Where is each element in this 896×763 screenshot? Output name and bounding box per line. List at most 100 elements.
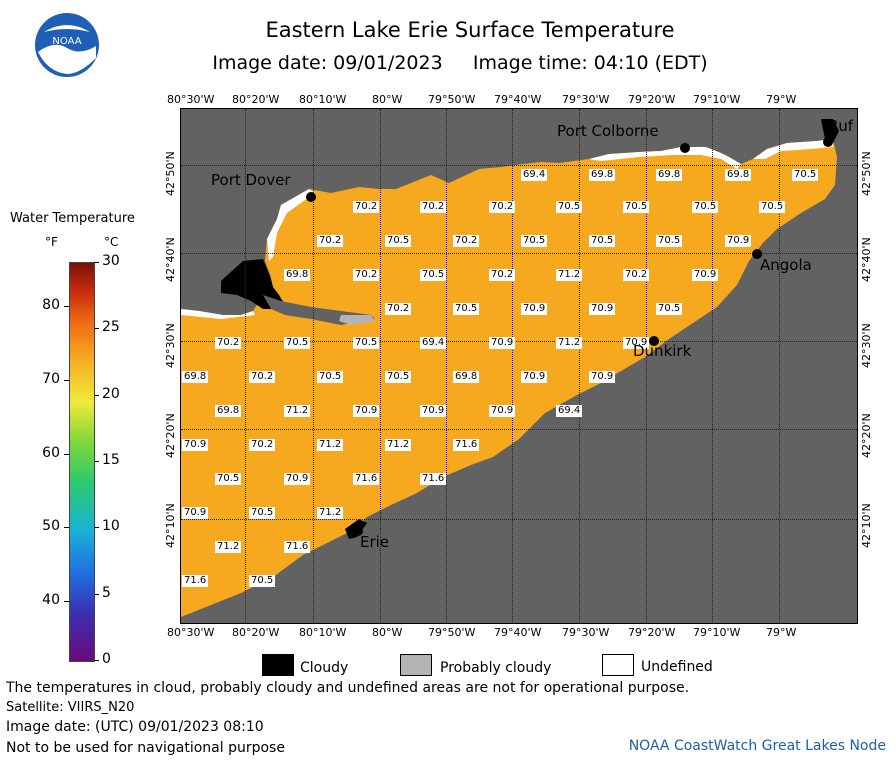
color-bar-tick-f: 50: [42, 518, 60, 535]
temperature-label: 70.2: [317, 235, 344, 247]
temperature-label: 70.2: [353, 269, 380, 281]
city-marker-port-colborne: [680, 143, 690, 153]
temperature-label: 71.6: [353, 473, 380, 485]
undefined-area: [181, 309, 255, 319]
lon-label-top: 79°W: [766, 93, 797, 106]
temperature-label: 70.5: [249, 507, 276, 519]
temperature-label: 70.5: [420, 269, 447, 281]
color-bar-tick-mark: [64, 379, 69, 381]
temperature-label: 71.6: [284, 541, 311, 553]
temperature-label: 70.2: [385, 303, 412, 315]
color-bar-tick-mark: [64, 453, 69, 455]
grid-lines: [181, 109, 857, 623]
city-label-angola: Angola: [760, 256, 812, 274]
color-bar-tick-mark: [64, 601, 69, 603]
color-bar-tick-c: 15: [102, 452, 120, 468]
lat-label-left: 42°50'N: [164, 151, 177, 196]
lat-label-right: 42°10'N: [860, 503, 873, 548]
lon-label-top: 79°40'W: [494, 93, 542, 106]
temperature-label: 70.5: [656, 303, 683, 315]
temperature-label: 71.2: [317, 507, 344, 519]
temperature-label: 70.9: [284, 473, 311, 485]
temperature-label: 70.5: [353, 337, 380, 349]
cloud-area: [221, 259, 285, 309]
temperature-label: 70.2: [249, 439, 276, 451]
key-probably-cloudy-swatch: [400, 654, 432, 676]
temperature-label: 71.2: [284, 405, 311, 417]
lon-label-bottom: 79°30'W: [562, 626, 610, 639]
lon-label-bottom: 79°10'W: [693, 626, 741, 639]
undefined-area: [753, 139, 833, 159]
color-bar-tick-f: 80: [42, 297, 60, 314]
temperature-label: 70.9: [692, 269, 719, 281]
lon-label-bottom: 79°20'W: [628, 626, 676, 639]
color-bar-tick-mark: [94, 394, 99, 396]
color-bar-tick-mark: [94, 262, 99, 263]
key-undefined-label: Undefined: [641, 659, 713, 675]
grid-parallel: [181, 165, 857, 166]
credit-text: NOAA CoastWatch Great Lakes Node: [628, 738, 886, 754]
lake-water: [181, 139, 837, 617]
grid-parallel: [181, 519, 857, 520]
grid-meridian: [779, 109, 780, 623]
temperature-label: 71.6: [453, 439, 480, 451]
temperature-label: 69.8: [284, 269, 311, 281]
temperature-label: 70.9: [521, 371, 548, 383]
grid-meridian: [245, 109, 246, 623]
lat-label-left: 42°40'N: [164, 237, 177, 282]
map-title: Eastern Lake Erie Surface Temperature: [265, 18, 675, 42]
key-undefined-swatch: [602, 654, 634, 676]
temperature-label: 70.5: [692, 201, 719, 213]
map-subtitle: Image date: 09/01/2023 Image time: 04:10…: [212, 52, 708, 74]
utc-date-note: Image date: (UTC) 09/01/2023 08:10: [6, 719, 264, 735]
temperature-label: 70.5: [623, 201, 650, 213]
lon-label-bottom: 80°W: [372, 626, 403, 639]
lat-label-right: 42°50'N: [860, 151, 873, 196]
color-bar-tick-c: 30: [102, 253, 120, 269]
color-bar-tick-c: 20: [102, 385, 120, 402]
grid-parallel: [181, 341, 857, 342]
noaa-logo: NOAA: [34, 12, 100, 78]
lon-label-top: 80°20'W: [232, 93, 280, 106]
color-bar-tick-c: 5: [102, 584, 111, 601]
lat-label-left: 42°30'N: [164, 323, 177, 368]
lon-label-top: 80°10'W: [299, 93, 347, 106]
temperature-label: 69.8: [215, 405, 242, 417]
lon-label-top: 80°30'W: [167, 93, 215, 106]
temperature-label: 69.8: [182, 371, 209, 383]
temperature-label: 69.4: [521, 169, 548, 181]
disclaimer-note: The temperatures in cloud, probably clou…: [6, 680, 690, 696]
city-marker-dunkirk: [649, 336, 659, 346]
grid-meridian: [646, 109, 647, 623]
lat-label-right: 42°40'N: [860, 237, 873, 282]
temperature-label: 70.2: [623, 269, 650, 281]
temperature-label: 69.4: [556, 405, 583, 417]
lon-label-top: 79°50'W: [428, 93, 476, 106]
temperature-label: 69.8: [656, 169, 683, 181]
temperature-label: 70.5: [656, 235, 683, 247]
temperature-label: 70.9: [725, 235, 752, 247]
color-bar-tick-f: 60: [42, 444, 60, 461]
temperature-labels: 69.4 69.8 69.8 69.8 70.5 70.2 70.2 70.2 70.5 70.5…: [181, 109, 857, 623]
temperature-label: 70.5: [249, 575, 276, 587]
lon-label-bottom: 79°W: [766, 626, 797, 639]
temperature-label: 70.9: [182, 439, 209, 451]
temperature-map: 69.4 69.8 69.8 69.8 70.5 70.2 70.2 70.2 70.5 70.5…: [180, 108, 858, 624]
grid-parallel: [181, 429, 857, 430]
logo-text: NOAA: [52, 36, 81, 47]
color-bar-tick-f: 40: [42, 592, 60, 609]
grid-meridian: [712, 109, 713, 623]
color-bar-tick-f: 70: [42, 370, 60, 387]
color-bar-tick-mark: [64, 527, 69, 529]
temperature-label: 69.4: [420, 337, 447, 349]
city-label-port-colborne: Port Colborne: [557, 122, 659, 140]
key-cloudy-swatch: [262, 654, 294, 676]
lat-label-left: 42°10'N: [164, 503, 177, 548]
color-bar: [69, 262, 95, 662]
temperature-label: 69.8: [725, 169, 752, 181]
temperature-label: 70.5: [453, 303, 480, 315]
lon-label-top: 80°W: [372, 93, 403, 106]
temperature-label: 71.2: [556, 269, 583, 281]
temperature-label: 71.6: [420, 473, 447, 485]
temperature-label: 70.5: [284, 337, 311, 349]
